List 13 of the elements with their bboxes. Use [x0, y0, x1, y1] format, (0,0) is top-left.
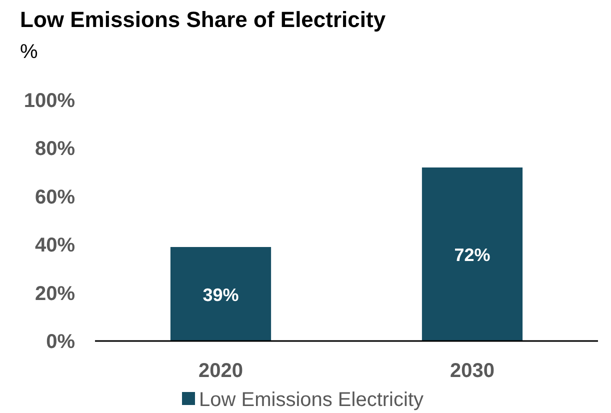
- y-tick-label: 100%: [24, 90, 76, 112]
- x-tick-label: 2020: [198, 360, 243, 382]
- text: 72%: [454, 245, 490, 266]
- y-tick-label: 60%: [34, 186, 76, 208]
- y-tick-label: 20%: [34, 282, 76, 305]
- text: 39%: [202, 285, 239, 306]
- x-tick-label: 2030: [450, 360, 494, 382]
- y-tick-label: 80%: [34, 138, 76, 160]
- chart-subtitle: %: [20, 41, 38, 63]
- legend-label: Low Emissions Electricity: [199, 389, 424, 411]
- chart-title: Low Emissions Share of Electricity: [20, 7, 386, 32]
- y-tick-label: 0%: [46, 331, 76, 353]
- y-tick-label: 40%: [34, 234, 76, 257]
